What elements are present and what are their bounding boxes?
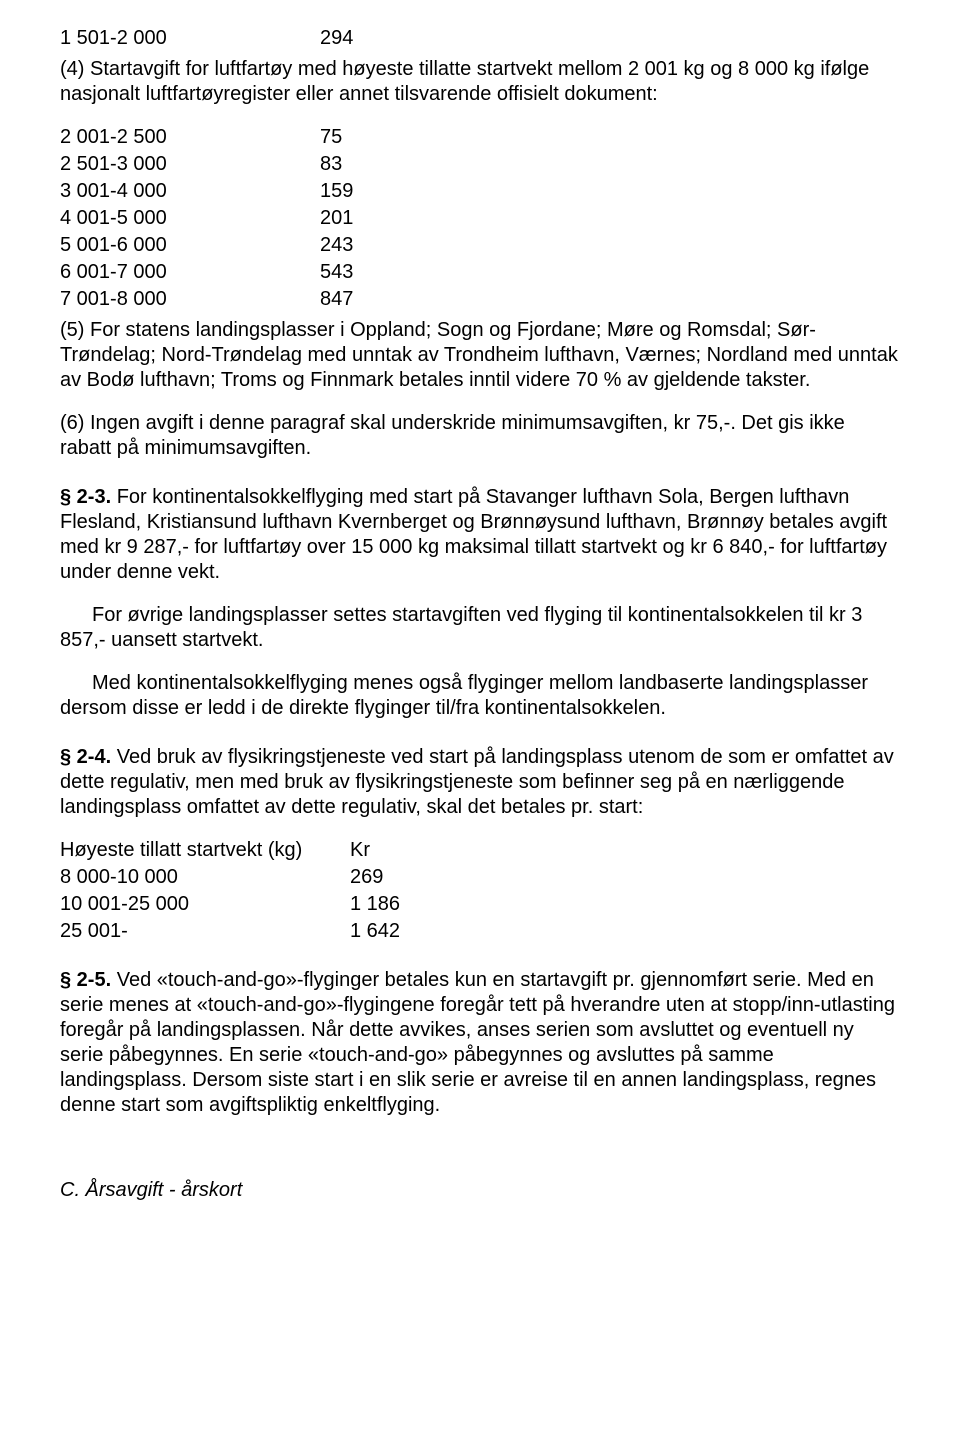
value-cell: 159: [320, 179, 440, 204]
value-cell: 1 186: [350, 892, 470, 917]
section-2-5: § 2-5. Ved «touch-and-go»-flyginger beta…: [60, 968, 900, 1118]
value-cell: 294: [320, 26, 440, 51]
header-value: Kr: [350, 838, 470, 863]
table-row: 8 000-10 000 269: [60, 865, 900, 890]
table-row: 4 001-5 000 201: [60, 206, 900, 231]
range-cell: 2 001-2 500: [60, 125, 320, 150]
range-cell: 6 001-7 000: [60, 260, 320, 285]
note-6: (6) Ingen avgift i denne paragraf skal u…: [60, 411, 900, 461]
section-label: § 2-3.: [60, 486, 111, 508]
section-label: § 2-5.: [60, 969, 111, 991]
value-cell: 1 642: [350, 919, 470, 944]
footer-heading: C. Årsavgift - årskort: [60, 1178, 900, 1203]
table-row: 2 501-3 000 83: [60, 152, 900, 177]
note-5: (5) For statens landingsplasser i Opplan…: [60, 318, 900, 393]
section-text: For kontinentalsokkelflyging med start p…: [60, 486, 887, 583]
range-cell: 3 001-4 000: [60, 179, 320, 204]
value-cell: 543: [320, 260, 440, 285]
table-row: 2 001-2 500 75: [60, 125, 900, 150]
weight-fee-table-3: Høyeste tillatt startvekt (kg) Kr 8 000-…: [60, 838, 900, 944]
section-2-3-p3: Med kontinentalsokkelflyging menes også …: [60, 671, 900, 721]
section-text: Ved bruk av flysikringstjeneste ved star…: [60, 746, 894, 818]
range-cell: 2 501-3 000: [60, 152, 320, 177]
value-cell: 201: [320, 206, 440, 231]
section-text: Ved «touch-and-go»-flyginger betales kun…: [60, 969, 895, 1116]
value-cell: 269: [350, 865, 470, 890]
header-range: Høyeste tillatt startvekt (kg): [60, 838, 350, 863]
section-label: § 2-4.: [60, 746, 111, 768]
range-cell: 10 001-25 000: [60, 892, 350, 917]
weight-fee-table-1: 1 501-2 000 294: [60, 26, 900, 51]
table-row: 1 501-2 000 294: [60, 26, 900, 51]
section-2-3-p2: For øvrige landingsplasser settes starta…: [60, 603, 900, 653]
range-cell: 8 000-10 000: [60, 865, 350, 890]
note-4: (4) Startavgift for luftfartøy med høyes…: [60, 57, 900, 107]
range-cell: 7 001-8 000: [60, 287, 320, 312]
table-row: 6 001-7 000 543: [60, 260, 900, 285]
range-cell: 4 001-5 000: [60, 206, 320, 231]
range-cell: 25 001-: [60, 919, 350, 944]
range-cell: 1 501-2 000: [60, 26, 320, 51]
section-2-4-p1: § 2-4. Ved bruk av flysikringstjeneste v…: [60, 745, 900, 820]
value-cell: 75: [320, 125, 440, 150]
value-cell: 847: [320, 287, 440, 312]
value-cell: 83: [320, 152, 440, 177]
section-2-3: § 2-3. For kontinentalsokkelflyging med …: [60, 485, 900, 721]
table-row: 25 001- 1 642: [60, 919, 900, 944]
section-2-5-p1: § 2-5. Ved «touch-and-go»-flyginger beta…: [60, 968, 900, 1118]
table-header: Høyeste tillatt startvekt (kg) Kr: [60, 838, 900, 863]
value-cell: 243: [320, 233, 440, 258]
table-row: 3 001-4 000 159: [60, 179, 900, 204]
section-2-3-p1: § 2-3. For kontinentalsokkelflyging med …: [60, 485, 900, 585]
table-row: 10 001-25 000 1 186: [60, 892, 900, 917]
section-2-4: § 2-4. Ved bruk av flysikringstjeneste v…: [60, 745, 900, 944]
range-cell: 5 001-6 000: [60, 233, 320, 258]
table-row: 7 001-8 000 847: [60, 287, 900, 312]
weight-fee-table-2: 2 001-2 500 75 2 501-3 000 83 3 001-4 00…: [60, 125, 900, 312]
table-row: 5 001-6 000 243: [60, 233, 900, 258]
